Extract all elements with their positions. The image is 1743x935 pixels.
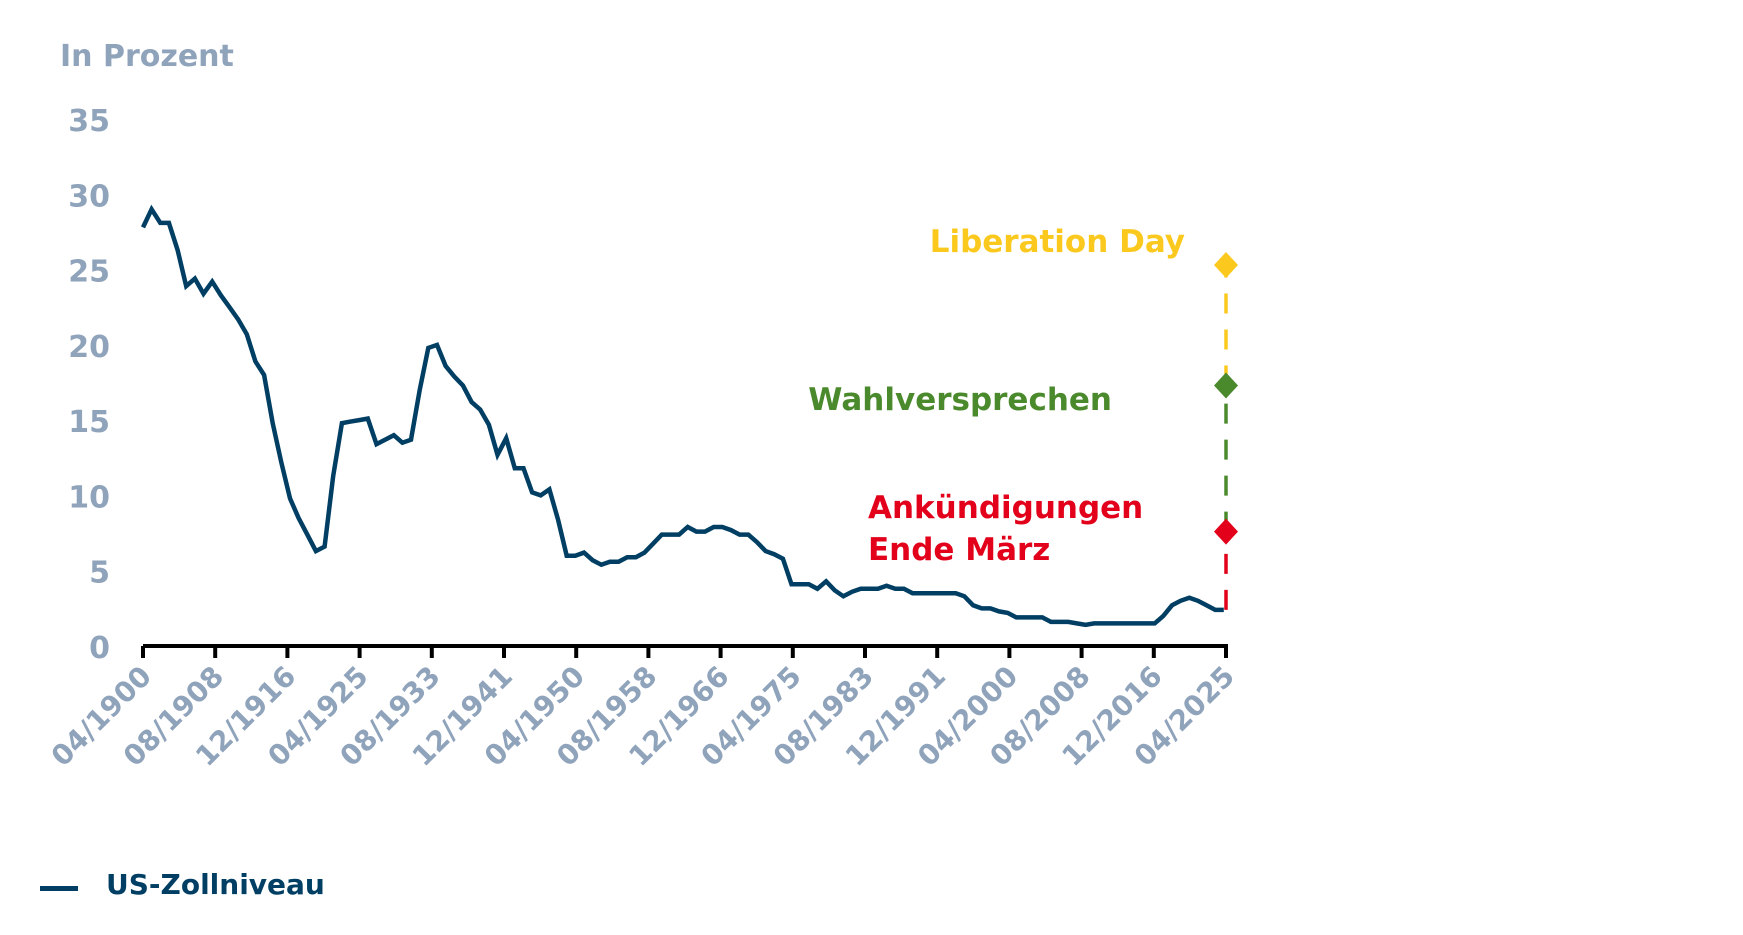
annotation-label: Wahlversprechen [808, 382, 1112, 418]
y-tick-label: 20 [68, 330, 110, 365]
y-tick-label: 10 [68, 480, 110, 515]
diamond-marker-icon [1214, 252, 1238, 279]
scenario-annotations: Liberation Day Wahlversprechen Ankündigung… [808, 224, 1238, 610]
legend-line-swatch [40, 886, 78, 891]
y-tick-label: 25 [68, 255, 110, 290]
y-tick-label: 5 [89, 556, 110, 591]
y-axis-title: In Prozent [60, 39, 234, 74]
series-us-zollniveau [140, 204, 1224, 628]
y-axis-ticks: 0 5 10 15 20 25 30 35 [68, 104, 110, 666]
y-tick-label: 15 [68, 405, 110, 440]
annotation-label: Ende März [868, 532, 1050, 568]
y-tick-label: 30 [68, 179, 110, 214]
x-axis: 04/190008/190812/191604/192508/193312/19… [45, 644, 1241, 773]
diamond-marker-icon [1214, 372, 1238, 399]
legend: US-Zollniveau [40, 868, 325, 901]
y-tick-label: 35 [68, 104, 110, 139]
annotation-label: Ankündigungen [868, 490, 1143, 526]
annotation-label: Liberation Day [930, 224, 1185, 260]
legend-label-us-zollniveau: US-Zollniveau [106, 868, 325, 901]
y-tick-label: 0 [89, 631, 110, 666]
diamond-marker-icon [1214, 518, 1238, 545]
line-series [140, 204, 1224, 628]
